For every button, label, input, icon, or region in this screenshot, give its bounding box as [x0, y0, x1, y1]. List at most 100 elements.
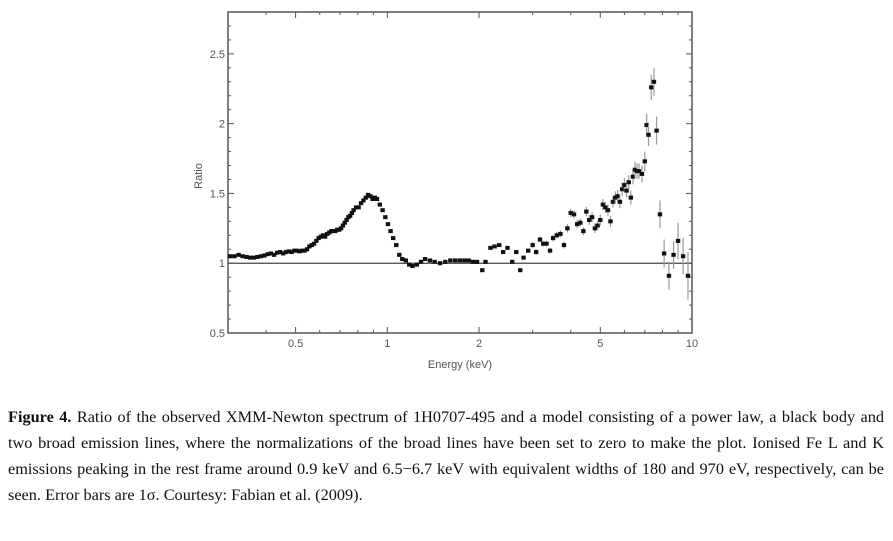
data-point [363, 195, 369, 200]
data-point [227, 254, 233, 259]
data-point [414, 262, 420, 267]
data-point [575, 222, 580, 227]
data-point [277, 250, 283, 255]
data-point [680, 254, 686, 259]
data-point [403, 258, 409, 263]
data-point [558, 231, 563, 236]
data-point [649, 85, 654, 90]
data-point [232, 254, 237, 259]
data-point [578, 220, 583, 225]
data-point [568, 210, 573, 215]
data-point [377, 202, 383, 207]
x-tick-label: 5 [597, 338, 603, 350]
data-point [480, 268, 485, 273]
data-point [488, 245, 493, 250]
data-point [397, 252, 402, 257]
data-point [390, 236, 396, 241]
data-point [294, 248, 300, 253]
y-tick-label: 1.5 [210, 188, 225, 200]
data-point [526, 248, 531, 253]
data-point [595, 223, 600, 228]
data-point [452, 258, 458, 263]
data-point [613, 195, 618, 200]
figure-caption: Figure 4. Ratio of the observed XMM-Newt… [8, 404, 884, 508]
data-point [385, 222, 391, 227]
data-point [394, 243, 399, 248]
data-point [400, 257, 405, 262]
data-point [427, 258, 433, 263]
data-point [550, 236, 556, 241]
y-axis-label: Ratio [193, 163, 205, 189]
data-point [351, 208, 356, 213]
data-point [388, 229, 393, 234]
data-point [581, 229, 586, 234]
data-point [628, 195, 634, 200]
plot-area [227, 11, 693, 334]
data-point [347, 213, 353, 218]
data-point [322, 234, 328, 239]
data-point [657, 212, 663, 217]
data-point [307, 244, 312, 249]
data-point [361, 198, 366, 203]
data-point [600, 202, 606, 207]
data-point [651, 79, 657, 84]
data-point [521, 255, 526, 260]
data-point [483, 259, 488, 264]
data-point [636, 169, 642, 174]
data-point [374, 197, 380, 202]
data-point [587, 217, 592, 222]
data-point [283, 250, 289, 255]
data-point [541, 241, 546, 246]
data-point [492, 244, 497, 249]
data-point [626, 180, 631, 185]
data-point [443, 259, 448, 264]
data-point [262, 253, 267, 258]
y-tick-label: 2.5 [210, 49, 225, 61]
data-point [255, 254, 260, 259]
y-tick-label: 1 [219, 258, 225, 270]
x-axis-label: Energy (keV) [428, 359, 492, 371]
data-point [544, 241, 549, 246]
data-point [251, 255, 257, 260]
y-tick-label: 0.5 [210, 328, 225, 340]
data-point [344, 217, 349, 222]
data-point [666, 273, 672, 278]
data-point [274, 250, 280, 255]
data-point [338, 226, 344, 231]
data-point [547, 248, 553, 253]
data-point [497, 243, 502, 248]
data-point [240, 254, 245, 259]
data-point [654, 128, 659, 133]
data-point [598, 217, 603, 222]
data-point [410, 264, 415, 269]
data-point [365, 192, 371, 197]
data-point [470, 259, 476, 264]
data-point [289, 250, 294, 255]
data-point [685, 273, 691, 278]
data-point [644, 123, 649, 128]
data-point [592, 226, 598, 231]
data-point [340, 223, 346, 228]
data-point [265, 252, 270, 257]
y-axis: 0.5 1 1.5 2 2.5 [210, 25, 692, 340]
data-point [639, 171, 645, 176]
data-point [630, 174, 636, 179]
data-point [422, 257, 428, 262]
data-point [671, 252, 676, 257]
data-point [605, 208, 611, 213]
data-point [292, 248, 297, 253]
data-point [268, 251, 274, 256]
ratio-chart: 0.5 1 2 5 10 0.5 1 1.5 2 2.5 Energy (keV) Ratio [193, 11, 698, 371]
y-tick-label: 2 [219, 119, 225, 131]
data-point [622, 183, 627, 188]
data-point [418, 259, 424, 264]
data-point [514, 250, 519, 255]
data-point [554, 233, 560, 238]
data-point [314, 238, 319, 243]
data-point [617, 199, 623, 204]
data-point [380, 208, 385, 213]
data-point [342, 220, 347, 225]
data-point [286, 249, 292, 254]
data-point [457, 258, 463, 263]
data-point [280, 251, 286, 256]
